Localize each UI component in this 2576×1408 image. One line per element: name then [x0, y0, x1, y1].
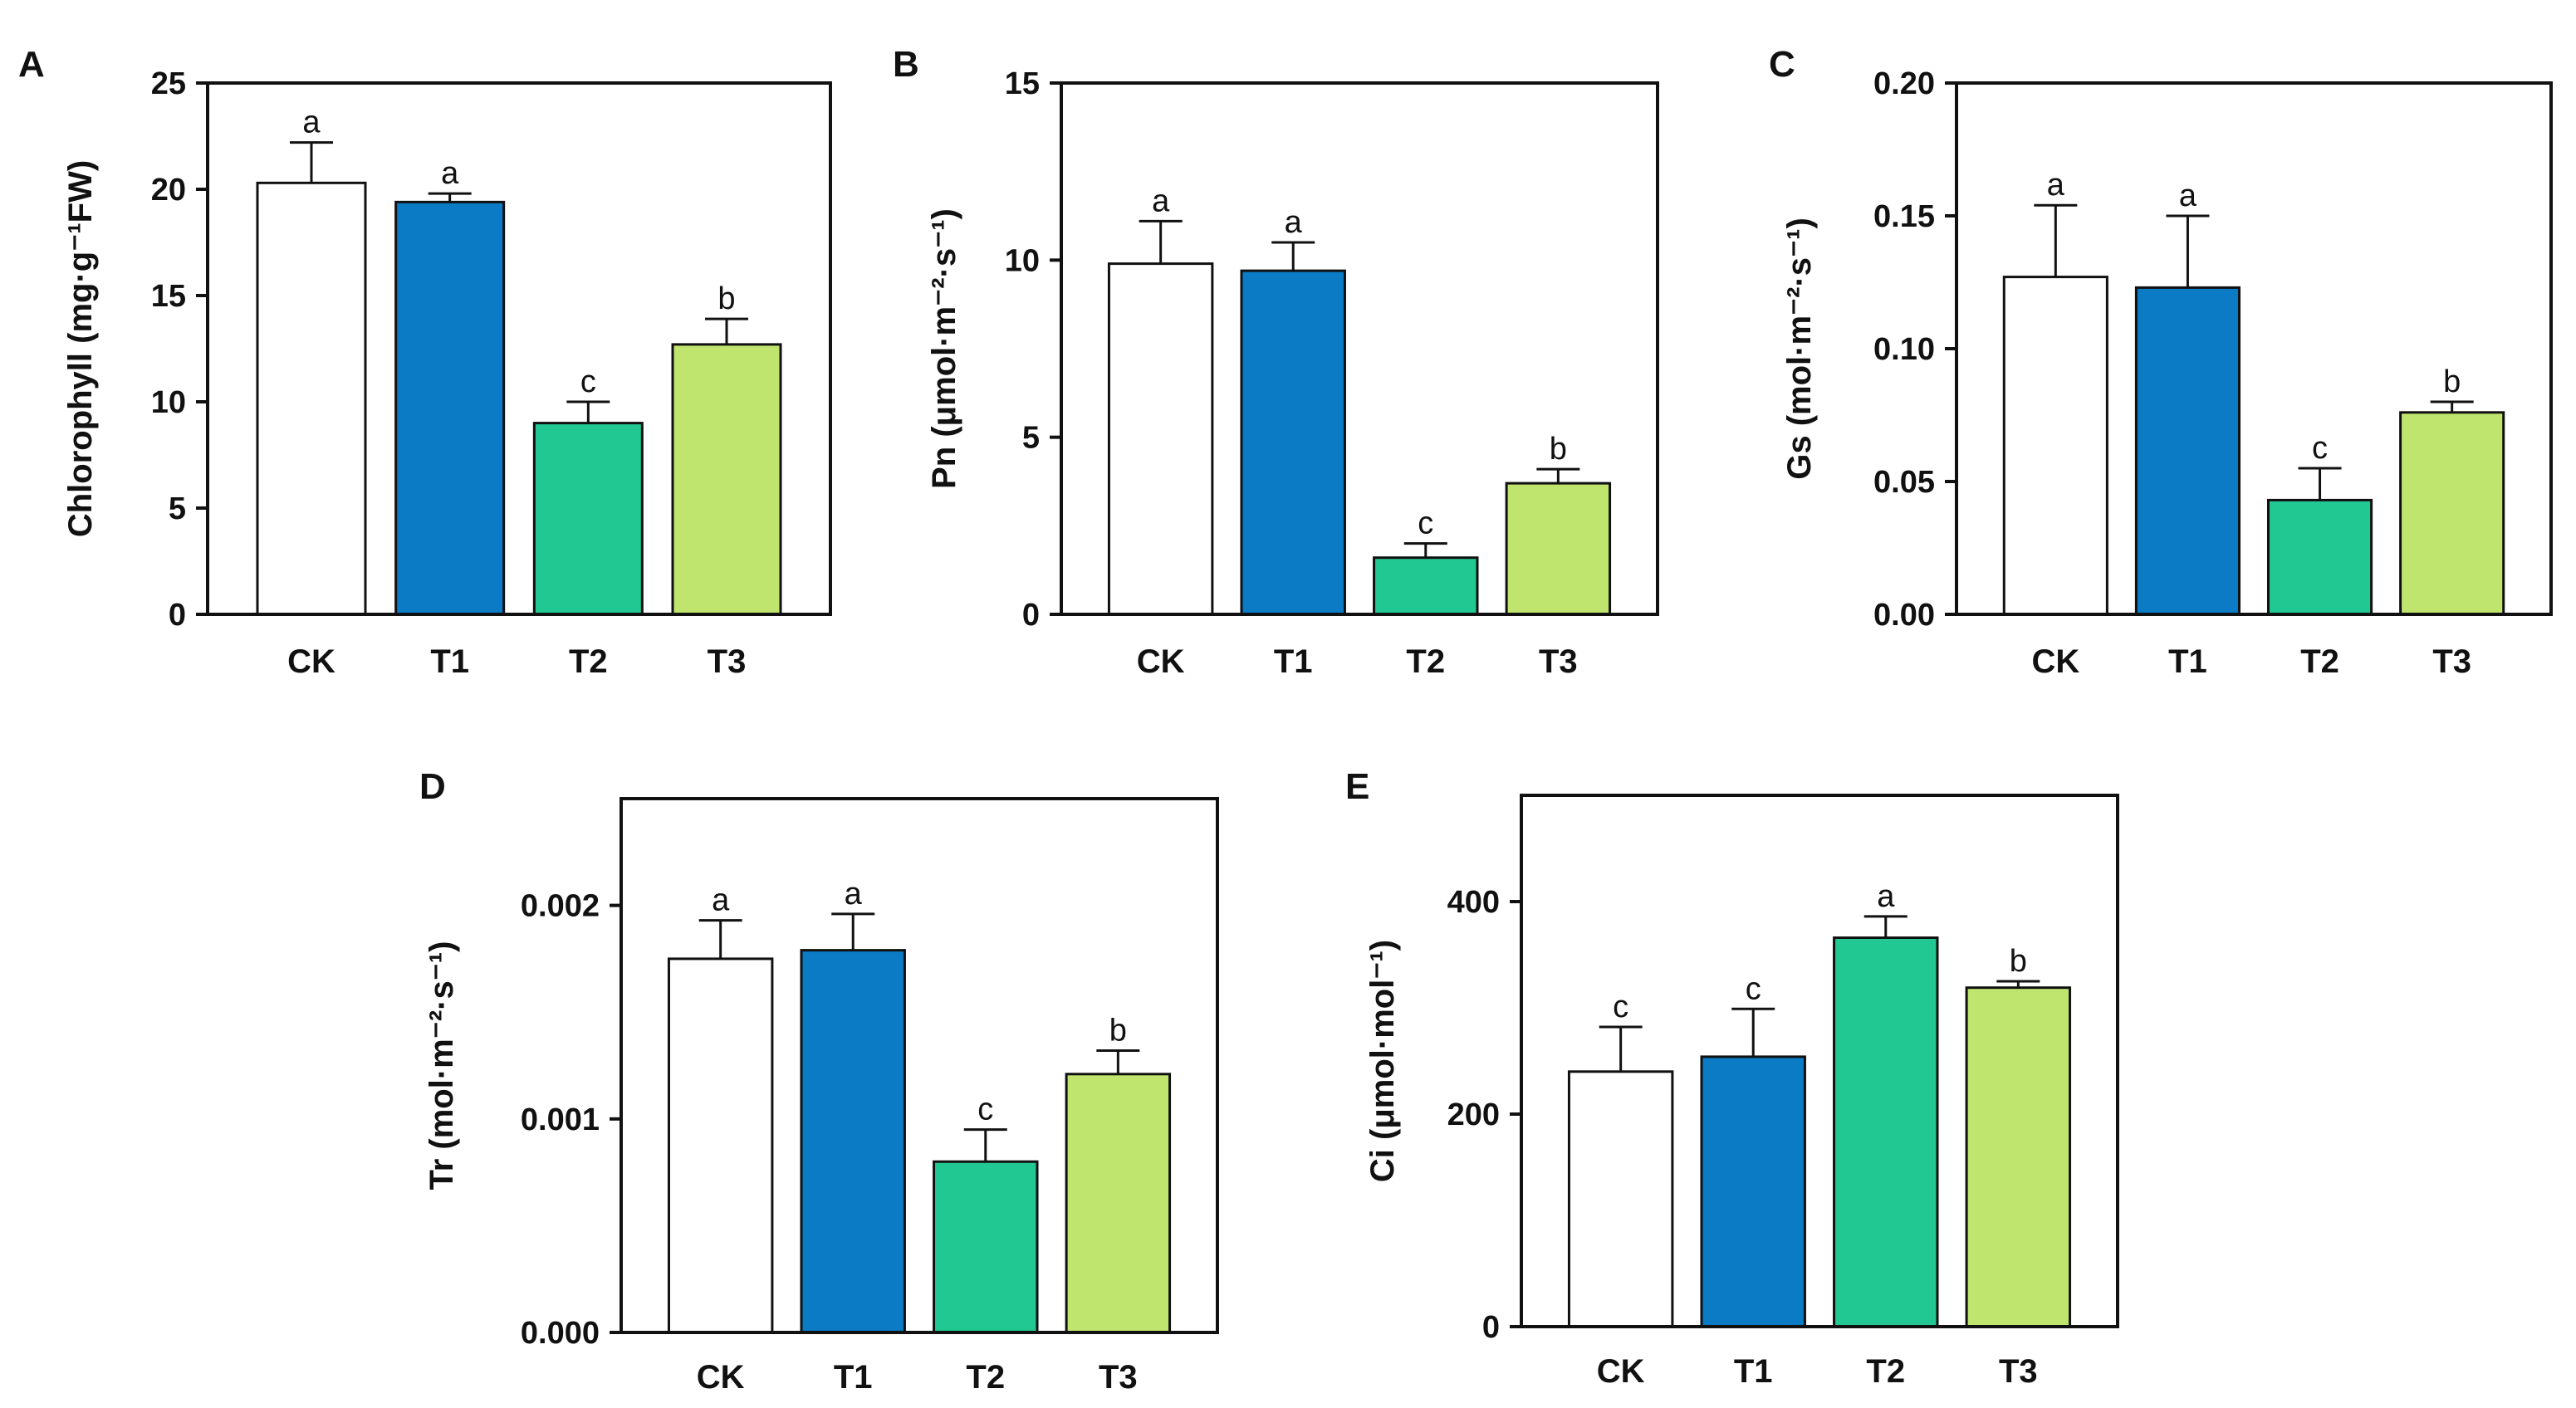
- panel-c-ylabel: Gs (mol·m⁻²·s⁻¹): [1781, 218, 1818, 480]
- panel-c-bar-t1: [2134, 286, 2241, 616]
- panel-e-sig-ck: c: [1613, 990, 1628, 1024]
- panel-a-xtick-ck: CK: [287, 643, 335, 680]
- panel-d-bar-t3: [1065, 1073, 1172, 1334]
- panel-a-ytick-label: 20: [151, 173, 186, 208]
- panel-c-xtick-t2: T2: [2300, 643, 2339, 680]
- panel-a-sig-ck: a: [302, 105, 321, 140]
- panel-a-bar-t1: [394, 200, 506, 616]
- panel-d-ytick-label: 0.000: [521, 1316, 600, 1351]
- panel-e-sig-t1: c: [1746, 971, 1761, 1006]
- panel-b-ytick-label: 15: [1005, 66, 1040, 101]
- panel-a-bar-t3: [671, 343, 782, 616]
- panel-a-xtick-t2: T2: [569, 643, 608, 680]
- panel-a-xtick-t1: T1: [430, 643, 469, 680]
- panel-d-sig-t1: a: [845, 877, 863, 912]
- panel-e-ytick-label: 200: [1447, 1098, 1500, 1132]
- panel-b-sig-t2: c: [1418, 506, 1433, 541]
- panel-d-bar-t2: [933, 1160, 1039, 1334]
- panel-c-bar-t2: [2267, 498, 2373, 616]
- panel-b-ylabel: Pn (μmol·m⁻²·s⁻¹): [926, 208, 962, 489]
- panel-b-frame: [1060, 81, 1659, 616]
- panel-c-ytick-label: 0.20: [1873, 66, 1935, 101]
- panel-e-letter: E: [1345, 766, 1369, 807]
- panel-c-bar-t3: [2399, 411, 2505, 616]
- panel-c-ytick-label: 0.10: [1873, 332, 1935, 367]
- panel-d-frame: [620, 797, 1219, 1334]
- panel-b-letter: B: [893, 44, 919, 85]
- panel-a-bar-t2: [532, 422, 644, 616]
- panel-c-ytick-label: 0.00: [1873, 598, 1935, 633]
- panel-e-bar-ck: [1567, 1070, 1674, 1328]
- panel-c-xtick-t1: T1: [2168, 643, 2207, 680]
- panel-d-xtick-t1: T1: [834, 1359, 873, 1396]
- panel-e-ylabel: Ci (μmol·mol⁻¹): [1364, 940, 1401, 1182]
- panel-c-xtick-t3: T3: [2432, 643, 2471, 680]
- panel-d-bar-t1: [800, 949, 906, 1334]
- panel-a-xtick-t3: T3: [708, 643, 747, 680]
- panel-b-xtick-t1: T1: [1274, 643, 1313, 680]
- panel-b-xtick-ck: CK: [1137, 643, 1185, 680]
- panel-a-letter: A: [18, 44, 45, 85]
- panel-b-ytick-label: 5: [1022, 421, 1040, 456]
- panel-a-bar-ck: [256, 181, 367, 616]
- panel-e-frame: [1520, 794, 2119, 1328]
- panel-b-xtick-t2: T2: [1406, 643, 1445, 680]
- panel-b-bar-t1: [1240, 269, 1346, 616]
- panel-b-ytick-label: 0: [1022, 598, 1040, 633]
- panel-a-ytick-label: 0: [169, 598, 186, 633]
- panel-b-ytick-label: 10: [1005, 243, 1040, 278]
- panel-a-sig-t2: c: [580, 364, 596, 399]
- panel-c-bar-ck: [2002, 276, 2108, 616]
- panel-e-xtick-t2: T2: [1866, 1353, 1905, 1390]
- panel-e-sig-t2: a: [1877, 879, 1895, 914]
- panel-e-bar-t2: [1833, 936, 1939, 1328]
- panel-a-sig-t3: b: [717, 281, 735, 316]
- panel-a-sig-t1: a: [441, 156, 459, 191]
- panel-e-bar-t3: [1965, 986, 2072, 1328]
- panel-d-xtick-t3: T3: [1099, 1359, 1138, 1396]
- panel-c-sig-ck: a: [2047, 168, 2065, 203]
- panel-e-ytick-label: 0: [1482, 1310, 1500, 1345]
- panel-e-xtick-t3: T3: [1999, 1353, 2038, 1390]
- panel-b-bar-t3: [1505, 482, 1612, 616]
- panel-c-letter: C: [1769, 44, 1795, 85]
- panel-b-sig-ck: a: [1152, 183, 1170, 218]
- panel-a-ylabel: Chlorophyll (mg·g⁻¹FW): [62, 160, 99, 537]
- panel-b-bar-t2: [1373, 556, 1479, 616]
- panel-c-ytick-label: 0.05: [1873, 465, 1935, 500]
- panel-d-xtick-t2: T2: [966, 1359, 1005, 1396]
- panel-c-sig-t3: b: [2443, 364, 2461, 399]
- panel-b-sig-t1: a: [1285, 205, 1303, 240]
- panel-d-xtick-ck: CK: [697, 1359, 745, 1396]
- panel-e-xtick-ck: CK: [1597, 1353, 1645, 1390]
- panel-b-xtick-t3: T3: [1539, 643, 1578, 680]
- panel-b-sig-t3: b: [1550, 432, 1567, 467]
- panel-d-sig-t2: c: [977, 1093, 993, 1127]
- panel-d-letter: D: [419, 766, 446, 807]
- panel-a-ytick-label: 10: [151, 385, 186, 420]
- panel-d-bar-ck: [667, 957, 774, 1334]
- panel-e-ytick-label: 400: [1447, 885, 1500, 920]
- panel-a-ytick-label: 15: [151, 279, 186, 314]
- panel-c-sig-t1: a: [2179, 178, 2197, 213]
- panel-a-ytick-label: 5: [169, 491, 186, 526]
- panel-d-ytick-label: 0.002: [521, 889, 600, 924]
- panel-d-ylabel: Tr (mol·m⁻²·s⁻¹): [424, 941, 460, 1190]
- panel-d-sig-ck: a: [712, 883, 730, 918]
- panel-d-ytick-label: 0.001: [521, 1102, 600, 1137]
- panel-c-ytick-label: 0.15: [1873, 199, 1935, 234]
- panel-c-xtick-ck: CK: [2031, 643, 2079, 680]
- panel-a-frame: [206, 81, 832, 616]
- panel-e-bar-t1: [1700, 1055, 1806, 1328]
- panel-c-sig-t2: c: [2312, 431, 2328, 466]
- panel-b-bar-ck: [1107, 262, 1214, 616]
- panel-d-sig-t3: b: [1109, 1013, 1127, 1048]
- panel-a-ytick-label: 25: [151, 66, 186, 101]
- panel-e-xtick-t1: T1: [1734, 1353, 1773, 1390]
- panel-e-sig-t3: b: [2010, 944, 2027, 979]
